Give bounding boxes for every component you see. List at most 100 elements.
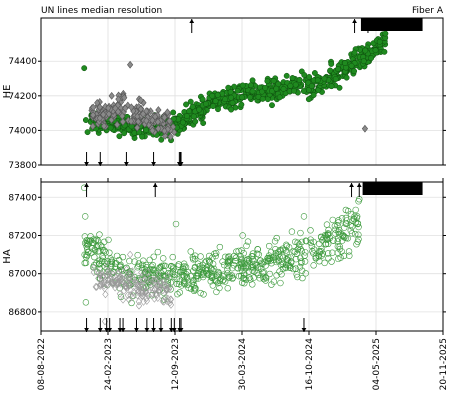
data-point [224,258,232,265]
data-point [156,265,163,272]
data-point [191,252,199,259]
data-point [351,213,358,220]
data-point [84,129,91,136]
data-point [286,262,294,270]
event-marker-arrow [144,328,150,332]
data-point [190,276,197,284]
data-point [300,88,307,94]
data-point [239,232,246,239]
data-point [183,101,190,108]
data-point [328,61,335,67]
data-point [229,275,236,282]
data-point [307,239,314,247]
data-point [108,257,116,264]
data-point [347,210,355,218]
data-point [190,113,197,120]
data-point [381,48,388,55]
data-point [152,112,159,121]
data-point [221,278,229,285]
data-point [250,257,257,264]
data-point [146,256,154,264]
data-point [82,117,89,123]
data-point [376,38,383,45]
data-point [262,274,270,282]
data-point [239,82,246,89]
data-point [322,232,329,240]
data-point [148,283,155,291]
data-point [209,254,216,261]
data-point [82,259,90,267]
data-point [299,274,306,282]
data-point [145,291,152,300]
data-point [256,275,263,282]
event-marker-arrow [84,162,89,166]
data-point [94,99,101,107]
data-point [212,249,220,257]
data-point [123,279,130,287]
data-point [201,259,209,266]
data-point [334,249,341,256]
data-point [143,116,150,125]
data-point [354,238,361,245]
data-point [301,258,309,265]
data-point [157,278,164,287]
data-point [162,132,169,140]
data-point [163,284,171,293]
data-point [355,236,362,243]
data-point [191,255,199,263]
data-point [164,272,171,281]
data-point [96,231,103,238]
event-marker-arrow [352,19,357,23]
data-point [138,268,145,277]
data-point [167,286,174,293]
data-point [355,223,362,231]
data-point [331,222,339,230]
x-tick-label: 16-10-2024 [305,338,315,391]
data-point [158,262,165,270]
data-point [238,279,246,286]
data-point [324,240,332,248]
data-point [96,114,103,123]
data-point [210,265,218,273]
data-point [155,271,162,279]
y-tick-label: 74400 [8,57,37,67]
y-tick-label: 74000 [8,126,37,136]
data-point [246,274,253,281]
event-markers-ha [84,182,423,332]
data-point [225,253,233,260]
data-point [346,252,353,259]
data-point [277,261,285,269]
data-point [225,257,232,264]
data-point [348,62,355,69]
data-point [91,261,98,269]
data-point [209,267,217,274]
data-point [82,213,89,220]
x-tick-label: 24-02-2023 [104,338,114,390]
data-point [233,248,240,255]
data-point [101,238,108,246]
data-point [332,76,339,82]
data-point [123,282,130,290]
data-point [143,289,151,298]
y-ticks-he: 73800 74000 74200 74400 [8,57,446,171]
data-point [283,242,291,250]
data-point [135,297,142,306]
y-axis-label-he: HE [2,85,13,99]
data-point [140,297,147,306]
data-point [268,281,275,288]
data-point [245,268,253,275]
data-point [84,252,91,259]
data-point [257,257,264,264]
data-point [135,301,143,310]
data-point [191,285,199,292]
data-point [368,55,375,62]
panel-he: 73800 74000 74200 74400 HE [2,17,446,171]
data-point [195,275,202,282]
data-point [105,275,112,284]
data-point [296,76,303,83]
data-point [283,249,290,256]
data-point [289,75,296,81]
data-point [167,282,174,291]
data-point [302,249,309,256]
data-point [294,239,301,246]
